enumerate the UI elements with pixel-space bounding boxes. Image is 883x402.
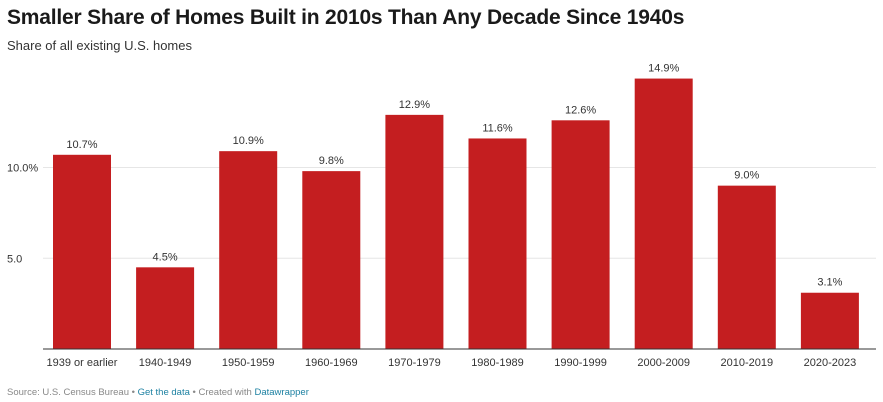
bar [302, 171, 361, 349]
x-tick-label: 1960-1969 [305, 357, 358, 369]
bar-value-label: 3.1% [817, 277, 842, 289]
bar [53, 154, 111, 349]
x-tick-label: 1990-1999 [554, 357, 607, 369]
bar [219, 151, 278, 349]
bar-value-label: 9.8% [319, 155, 344, 167]
chart-title: Smaller Share of Homes Built in 2010s Th… [7, 6, 685, 29]
x-tick-label: 1980-1989 [471, 357, 524, 369]
x-tick-label: 2020-2023 [804, 357, 857, 369]
footer-separator: • [192, 387, 196, 398]
source-text: Source: U.S. Census Bureau [7, 387, 129, 398]
chart-subtitle: Share of all existing U.S. homes [7, 38, 192, 53]
bar-value-label: 12.9% [399, 99, 430, 111]
bar-value-label: 10.7% [66, 139, 97, 151]
x-tick-label: 1950-1959 [222, 357, 275, 369]
bar-chart: 5.0 10.0% 10.7% 1939 or earlier 4.5% 1940-194… [7, 63, 876, 369]
bar [136, 267, 195, 349]
bar-value-label: 14.9% [648, 63, 679, 75]
bar-value-label: 12.6% [565, 104, 596, 116]
x-tick-label: 1970-1979 [388, 357, 441, 369]
bar [551, 120, 610, 349]
bar [717, 185, 776, 349]
x-tick-label: 1940-1949 [139, 357, 192, 369]
footer-separator: • [131, 387, 135, 398]
x-tick-label: 2000-2009 [637, 357, 690, 369]
bar-value-label: 11.6% [482, 122, 513, 134]
bar-value-label: 10.9% [233, 135, 264, 147]
bar [634, 78, 693, 349]
chart-footer: Source: U.S. Census Bureau • Get the dat… [7, 387, 309, 398]
bar-value-label: 4.5% [153, 251, 178, 263]
created-with-text: Created with [198, 387, 252, 398]
x-tick-label: 1939 or earlier [47, 357, 118, 369]
bar [800, 292, 859, 349]
get-the-data-link[interactable]: Get the data [137, 387, 190, 398]
y-tick-label: 5.0 [7, 253, 22, 265]
bar [385, 114, 444, 350]
bar-value-label: 9.0% [734, 170, 759, 182]
datawrapper-link[interactable]: Datawrapper [254, 387, 309, 398]
bar [468, 138, 527, 349]
x-tick-label: 2010-2019 [720, 357, 773, 369]
y-tick-label: 10.0% [7, 163, 38, 175]
